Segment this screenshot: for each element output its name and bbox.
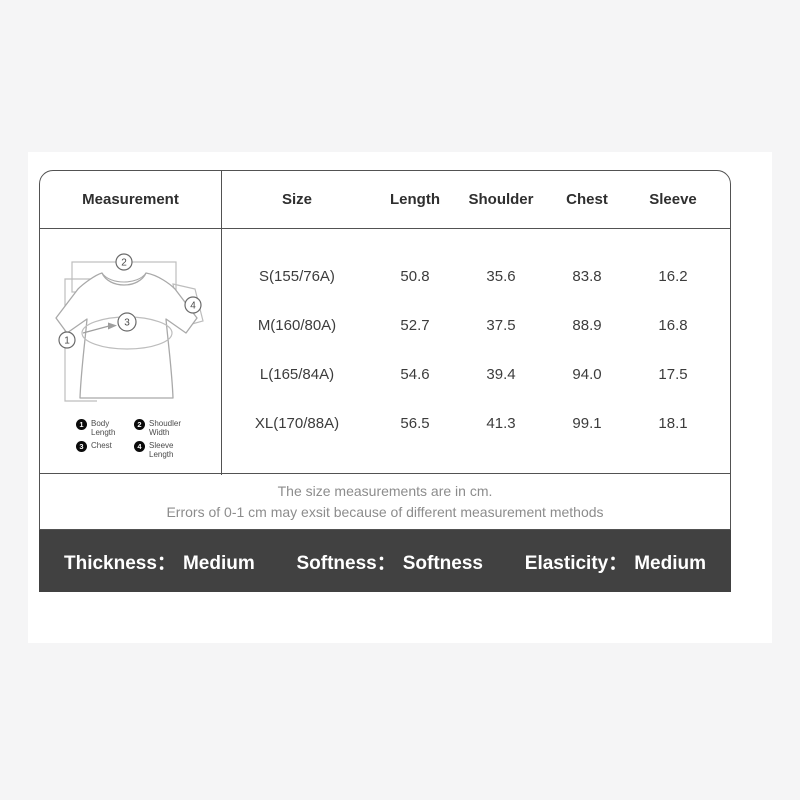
- column-header-shoulder: Shoulder: [468, 191, 534, 208]
- callout-number-3: 3: [124, 317, 130, 328]
- attribute-label: Thickness：: [64, 552, 176, 574]
- attribute-softness: Softness： Softness: [297, 548, 484, 575]
- chest-value: 94.0: [572, 366, 602, 383]
- measurement-notes: The size measurements are in cm. Errors …: [40, 473, 730, 529]
- size-rows: S(155/76A) 50.8 35.6 83.8 16.2 M(160/80A…: [222, 229, 730, 475]
- chest-arrow-line: [82, 325, 110, 334]
- shoulder-value: 37.5: [486, 317, 516, 334]
- size-table: Measurement Size Length Shoulder Chest S…: [39, 170, 731, 530]
- column-header-size: Size: [281, 191, 312, 208]
- legend-number-icon: 2: [134, 418, 145, 430]
- table-row-s: S(155/76A) 50.8 35.6 83.8 16.2: [222, 252, 730, 301]
- size-value: S(155/76A): [259, 268, 335, 285]
- size-chart-card: Measurement Size Length Shoulder Chest S…: [28, 152, 772, 643]
- column-header-chest: Chest: [566, 191, 608, 208]
- table-row-xl: XL(170/88A) 56.5 41.3 99.1 18.1: [222, 399, 730, 448]
- table-row-l: L(165/84A) 54.6 39.4 94.0 17.5: [222, 350, 730, 399]
- size-value: L(165/84A): [259, 366, 335, 383]
- attribute-value: Medium: [182, 552, 255, 574]
- tshirt-measurement-diagram: 2 1 3 4 1 Body Length 2 Shoudler Width: [40, 229, 222, 475]
- chest-value: 88.9: [572, 317, 602, 334]
- diagram-legend: 1 Body Length 2 Shoudler Width 3 Chest 4…: [76, 418, 191, 460]
- sleeve-value: 16.8: [658, 317, 688, 334]
- note-units: The size measurements are in cm.: [277, 483, 493, 499]
- legend-number-icon: 1: [76, 418, 87, 430]
- callout-number-1: 1: [64, 335, 70, 346]
- length-value: 54.6: [400, 366, 430, 383]
- callout-circle-3: [117, 312, 137, 332]
- legend-label: Chest: [91, 440, 112, 450]
- legend-item-chest: 3 Chest: [76, 440, 134, 460]
- attribute-thickness: Thickness： Medium: [64, 548, 255, 575]
- legend-item-sleeve-length: 4 Sleeve Length: [134, 440, 191, 460]
- attribute-elasticity: Elasticity： Medium: [525, 548, 706, 575]
- legend-item-body-length: 1 Body Length: [76, 418, 134, 438]
- attribute-label: Elasticity：: [524, 552, 628, 574]
- chest-arrow-head: [108, 322, 117, 330]
- tshirt-collar-inner: [101, 272, 147, 283]
- attribute-value: Softness: [402, 552, 483, 574]
- column-header-length: Length: [390, 191, 440, 208]
- callout-circle-2: [115, 253, 133, 271]
- callout-number-4: 4: [190, 300, 196, 311]
- tshirt-outline: [55, 272, 198, 399]
- size-value: XL(170/88A): [254, 415, 340, 432]
- legend-label: Sleeve Length: [149, 440, 174, 460]
- measurement-label: Measurement: [82, 191, 179, 208]
- shoulder-value: 41.3: [486, 415, 516, 432]
- fabric-attributes-bar: Thickness： Medium Softness： Softness Elast…: [39, 530, 731, 592]
- callout-circle-4: [184, 296, 202, 314]
- legend-number-icon: 3: [76, 440, 87, 452]
- table-row-m: M(160/80A) 52.7 37.5 88.9 16.8: [222, 301, 730, 350]
- note-error-tolerance: Errors of 0-1 cm may exsit because of di…: [166, 504, 604, 520]
- length-value: 52.7: [400, 317, 430, 334]
- chest-value: 83.8: [572, 268, 602, 285]
- legend-label: Shoudler Width: [149, 418, 182, 438]
- length-value: 56.5: [400, 415, 430, 432]
- shoulder-value: 35.6: [486, 268, 516, 285]
- table-header-row: Size Length Shoulder Chest Sleeve: [222, 171, 730, 229]
- measurement-header-cell: Measurement: [40, 171, 222, 229]
- sleeve-value: 18.1: [658, 415, 688, 432]
- chest-value: 99.1: [572, 415, 602, 432]
- tshirt-diagram-illustration: 2 1 3 4: [55, 253, 204, 402]
- legend-number-icon: 4: [134, 440, 145, 452]
- sleeve-value: 17.5: [658, 366, 688, 383]
- legend-label: Body Length: [91, 418, 116, 438]
- attribute-label: Softness：: [296, 552, 396, 574]
- length-value: 50.8: [400, 268, 430, 285]
- column-header-sleeve: Sleeve: [649, 191, 697, 208]
- size-value: M(160/80A): [257, 317, 337, 334]
- callout-circle-1: [58, 331, 76, 349]
- shoulder-value: 39.4: [486, 366, 516, 383]
- legend-item-shoulder-width: 2 Shoudler Width: [134, 418, 191, 438]
- attribute-value: Medium: [634, 552, 706, 574]
- sleeve-value: 16.2: [658, 268, 688, 285]
- callout-number-2: 2: [121, 257, 127, 268]
